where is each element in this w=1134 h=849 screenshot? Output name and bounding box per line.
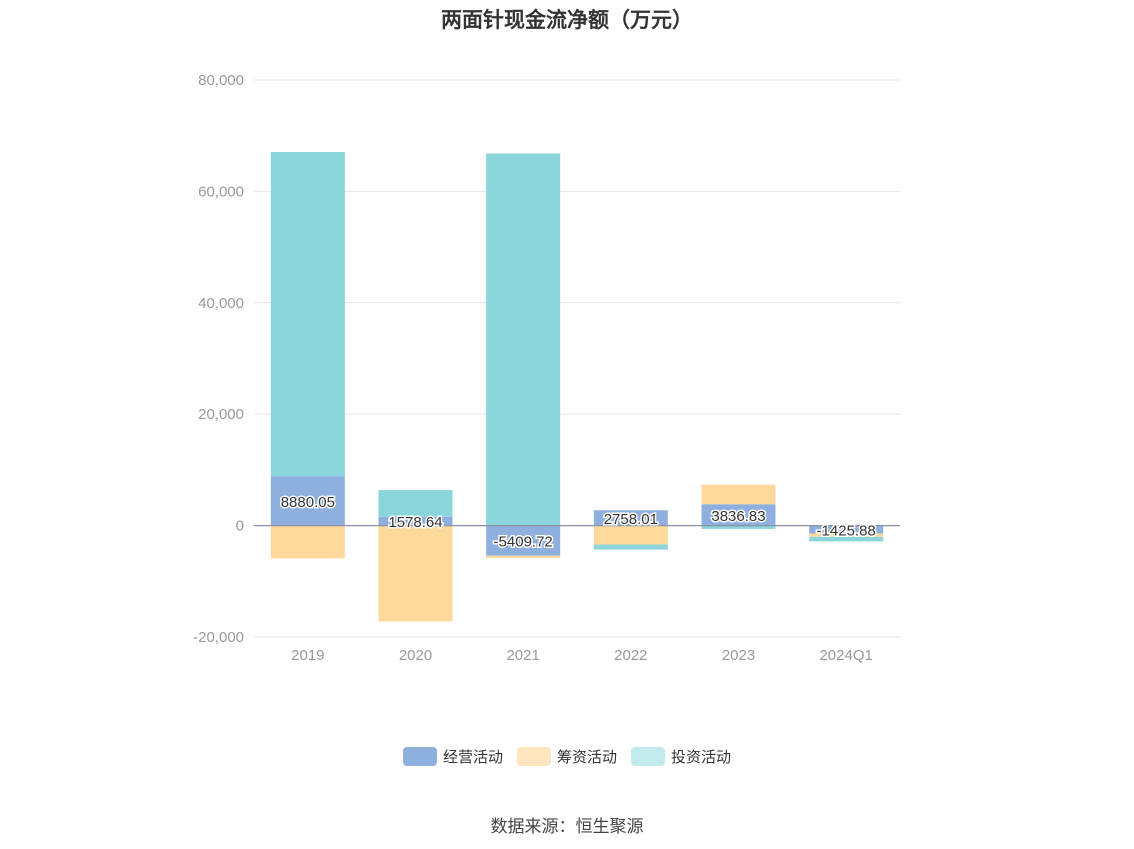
y-tick-label: 0 — [236, 518, 244, 535]
legend-item-operating[interactable]: 经营活动 — [402, 746, 503, 767]
chart-title: 两面针现金流净额（万元） — [441, 8, 693, 32]
bar-2-1 — [378, 490, 453, 517]
y-tick-label: 60,000 — [198, 183, 244, 200]
source-note: 数据来源：恒生聚源 — [490, 817, 644, 837]
legend: 经营活动 筹资活动 投资活动 — [0, 746, 1134, 767]
bar-0-1 — [378, 516, 453, 526]
y-tick-label: -20,000 — [193, 629, 244, 646]
legend-item-investing[interactable]: 投资活动 — [631, 746, 731, 767]
x-tick-label: 2022 — [614, 647, 647, 664]
bar-1-5 — [809, 533, 884, 537]
legend-label-operating: 经营活动 — [442, 748, 503, 766]
data-label: 2758.01 — [604, 511, 658, 528]
data-label: 3836.83 — [711, 508, 765, 525]
data-label: -1425.88 — [817, 523, 876, 540]
x-tick-label: 2020 — [399, 647, 432, 664]
label-layer: 8880.05 1578.64 -5409.72 2758.01 3836.83 -142… — [279, 492, 877, 552]
legend-swatch-operating — [402, 747, 437, 766]
x-tick-label: 2019 — [291, 647, 324, 664]
data-label: 8880.05 — [281, 494, 335, 511]
bar-2-0 — [270, 151, 345, 477]
bar-2-5 — [809, 536, 884, 542]
bar-2-4 — [701, 525, 776, 529]
bar-0-3 — [593, 510, 668, 526]
x-tick-label: 2024Q1 — [819, 647, 872, 664]
bar-layer — [270, 151, 884, 622]
bar-0-5 — [809, 525, 884, 534]
bar-2-3 — [593, 544, 668, 550]
data-label: -5409.72 — [494, 534, 553, 551]
bar-1-2 — [486, 555, 561, 558]
x-tick-label: 2021 — [506, 647, 539, 664]
x-tick-label: 2023 — [722, 647, 755, 664]
legend-swatch-investing — [631, 747, 665, 766]
axis-layer: -20,000 0 20,000 40,000 60,000 80,000 2019 2020… — [193, 72, 900, 664]
data-label: 1578.64 — [388, 514, 442, 531]
y-tick-label: 40,000 — [198, 295, 244, 312]
y-tick-label: 20,000 — [198, 406, 244, 423]
bar-0-2 — [486, 525, 561, 556]
legend-swatch-financing — [516, 747, 551, 766]
bar-1-1 — [378, 525, 453, 622]
bar-1-3 — [593, 525, 668, 545]
grid-layer — [254, 79, 900, 638]
bar-1-0 — [270, 525, 345, 559]
legend-item-financing[interactable]: 筹资活动 — [516, 746, 617, 767]
bar-0-0 — [270, 476, 345, 526]
bar-1-4 — [701, 484, 776, 505]
legend-label-investing: 投资活动 — [671, 748, 732, 766]
bar-0-4 — [701, 504, 776, 526]
legend-label-financing: 筹资活动 — [556, 748, 617, 766]
bar-2-2 — [486, 153, 561, 526]
y-tick-label: 80,000 — [198, 72, 244, 89]
